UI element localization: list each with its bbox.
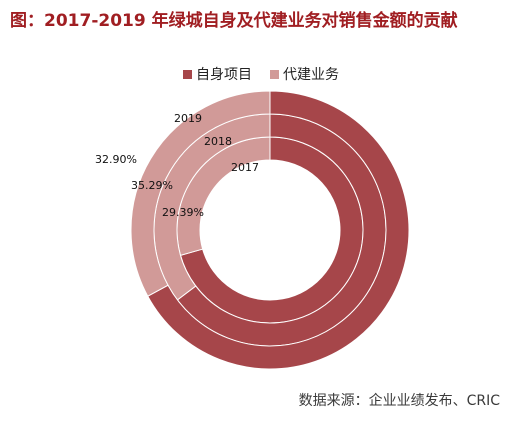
ring-2019-agent-segment [130,90,271,297]
legend-swatch-self [183,69,192,79]
ring-2019-self-segment [147,90,410,370]
legend-label-self: 自身项目 [196,67,252,83]
chart-title: 图：2017-2019 年绿城自身及代建业务对销售金额的贡献 [10,11,458,31]
legend-item-agent: 代建业务 [270,64,339,84]
ring-2019-year-label: 2019 [174,112,202,125]
legend-item-self: 自身项目 [183,64,252,84]
ring-2017-agent-pct-label: 29.39% [162,206,204,219]
source-note: 数据来源：企业业绩发布、CRIC [298,393,500,409]
ring-2018-agent-pct-label: 35.29% [131,179,173,192]
ring-2018-year-label: 2018 [204,135,232,148]
ring-2017-year-label: 2017 [231,161,259,174]
legend-swatch-agent [270,69,279,79]
legend: 自身项目 代建业务 [0,64,522,84]
legend-label-agent: 代建业务 [283,67,339,83]
ring-2019-agent-pct-label: 32.90% [95,153,137,166]
